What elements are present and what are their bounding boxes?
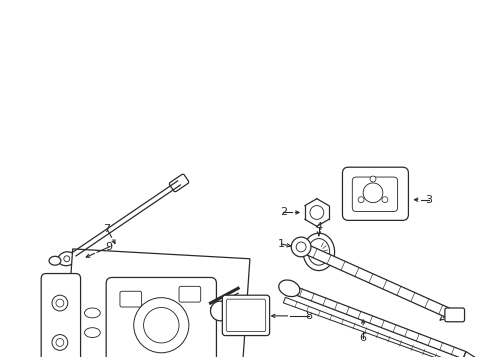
Circle shape — [143, 307, 179, 343]
Circle shape — [381, 197, 387, 203]
Text: 2: 2 — [279, 207, 286, 217]
Text: 5: 5 — [445, 308, 451, 318]
Ellipse shape — [307, 239, 329, 265]
FancyBboxPatch shape — [444, 308, 464, 322]
Text: 9: 9 — [105, 242, 112, 252]
FancyBboxPatch shape — [169, 174, 188, 192]
Circle shape — [210, 301, 230, 321]
Circle shape — [296, 242, 305, 252]
Ellipse shape — [84, 308, 100, 318]
Circle shape — [363, 183, 382, 203]
Ellipse shape — [58, 252, 76, 266]
FancyBboxPatch shape — [342, 167, 407, 220]
Circle shape — [52, 334, 68, 350]
Circle shape — [56, 338, 64, 346]
FancyBboxPatch shape — [222, 295, 269, 336]
FancyBboxPatch shape — [120, 291, 142, 307]
Text: 7: 7 — [103, 224, 110, 234]
FancyBboxPatch shape — [179, 286, 200, 302]
Ellipse shape — [84, 328, 100, 338]
Text: 6: 6 — [359, 333, 366, 342]
Polygon shape — [299, 242, 456, 320]
Circle shape — [133, 298, 188, 353]
Text: 4: 4 — [315, 222, 322, 232]
Polygon shape — [462, 352, 479, 360]
FancyBboxPatch shape — [226, 299, 265, 332]
Polygon shape — [283, 297, 458, 360]
Circle shape — [291, 237, 310, 257]
FancyBboxPatch shape — [106, 278, 216, 360]
Circle shape — [52, 295, 68, 311]
Circle shape — [64, 256, 70, 262]
Ellipse shape — [303, 233, 334, 271]
FancyBboxPatch shape — [351, 177, 397, 212]
Text: 8: 8 — [305, 311, 312, 321]
Ellipse shape — [49, 256, 61, 265]
Circle shape — [56, 299, 64, 307]
Polygon shape — [63, 249, 249, 360]
Polygon shape — [287, 285, 465, 359]
Circle shape — [309, 206, 323, 219]
Text: 1: 1 — [277, 239, 285, 249]
Circle shape — [369, 176, 375, 182]
FancyBboxPatch shape — [41, 274, 81, 360]
Circle shape — [357, 197, 363, 203]
Ellipse shape — [278, 280, 299, 297]
Text: 3: 3 — [425, 195, 432, 205]
